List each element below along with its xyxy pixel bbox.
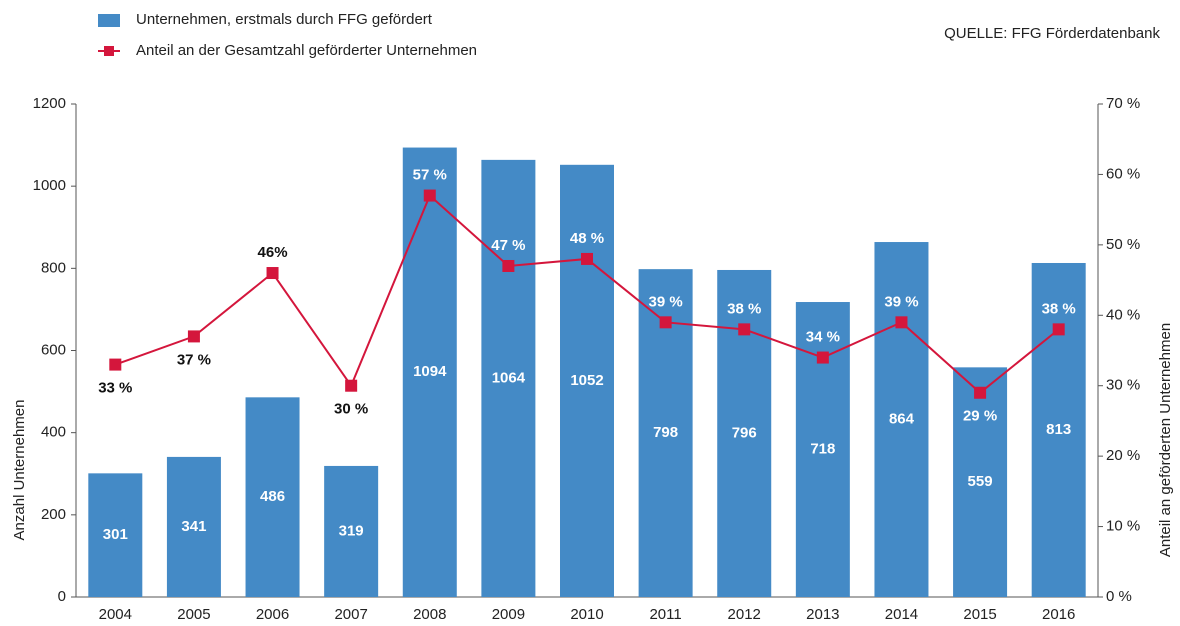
line-label: 33 %	[98, 380, 132, 397]
bar	[166, 456, 221, 597]
x-tick-label: 2005	[177, 606, 210, 623]
bar	[88, 473, 143, 597]
y2-tick-label: 40 %	[1106, 306, 1140, 323]
x-tick-label: 2012	[728, 606, 761, 623]
legend-label: Unternehmen, erstmals durch FFG geförder…	[136, 11, 433, 28]
line-label: 57 %	[413, 167, 447, 184]
line-marker	[266, 267, 279, 280]
bar-label: 319	[339, 522, 364, 539]
bar-label: 559	[968, 473, 993, 490]
line-label: 39 %	[884, 293, 918, 310]
line-marker	[345, 379, 358, 392]
y-axis-title: Anzahl Unternehmen	[11, 400, 28, 541]
y2-axis-title: Anteil an geförderten Unternehmen	[1157, 323, 1174, 557]
bar	[245, 397, 300, 597]
line-marker	[187, 330, 200, 343]
bar-label: 718	[810, 440, 835, 457]
bar-label: 1064	[492, 369, 526, 386]
bar-label: 1052	[570, 372, 603, 389]
y-tick-label: 200	[41, 506, 66, 523]
y2-tick-label: 20 %	[1106, 447, 1140, 464]
line-label: 48 %	[570, 230, 604, 247]
bar-label: 486	[260, 488, 285, 505]
y-tick-label: 400	[41, 424, 66, 441]
x-tick-label: 2014	[885, 606, 918, 623]
bar	[1031, 262, 1086, 597]
line-marker	[502, 259, 515, 272]
y-tick-label: 800	[41, 259, 66, 276]
bar	[874, 242, 929, 598]
y2-tick-label: 10 %	[1106, 518, 1140, 535]
line-label: 34 %	[806, 329, 840, 346]
line-marker	[581, 252, 593, 265]
line-marker	[1052, 323, 1065, 336]
line-marker	[816, 351, 829, 364]
bar-label: 864	[889, 410, 915, 427]
y2-tick-label: 70 %	[1106, 95, 1140, 112]
bar	[560, 164, 614, 597]
source: QUELLE: FFG Förderdatenbank	[944, 25, 1160, 42]
bar-label: 1094	[413, 363, 447, 380]
line-label: 37 %	[177, 351, 211, 368]
y-tick-label: 0	[58, 588, 66, 605]
bar-label: 796	[732, 424, 757, 441]
line-marker	[423, 189, 436, 202]
x-tick-label: 2016	[1042, 606, 1075, 623]
y2-tick-label: 60 %	[1106, 165, 1140, 182]
x-tick-label: 2007	[334, 606, 367, 623]
line-marker	[659, 316, 672, 329]
bar	[481, 159, 536, 597]
bar-label: 341	[181, 518, 206, 535]
legend-swatch	[98, 14, 120, 27]
y-tick-label: 1000	[33, 177, 66, 194]
x-tick-label: 2015	[963, 606, 996, 623]
y-tick-label: 600	[41, 341, 66, 358]
line-label: 38 %	[727, 300, 761, 317]
y-tick-label: 1200	[33, 95, 66, 112]
line-label: 46%	[258, 244, 288, 261]
line-label: 29 %	[963, 408, 997, 425]
line-marker	[895, 316, 908, 329]
legend-swatch	[104, 46, 114, 56]
x-tick-label: 2004	[99, 606, 132, 623]
x-tick-label: 2011	[649, 606, 681, 623]
bar	[953, 367, 1008, 597]
bar-label: 813	[1046, 421, 1071, 438]
line-marker	[109, 358, 122, 371]
legend-label: Anteil an der Gesamtzahl geförderter Unt…	[136, 42, 477, 59]
line-label: 39 %	[649, 293, 683, 310]
x-tick-label: 2008	[413, 606, 446, 623]
bar	[324, 465, 379, 597]
bar-label: 798	[653, 424, 678, 441]
x-tick-label: 2006	[256, 606, 289, 623]
x-tick-label: 2013	[806, 606, 839, 623]
y2-tick-label: 50 %	[1106, 236, 1140, 253]
x-tick-label: 2009	[492, 606, 525, 623]
line-label: 38 %	[1042, 300, 1076, 317]
y2-tick-label: 0 %	[1106, 588, 1132, 605]
line-marker	[974, 386, 987, 399]
line-marker	[738, 323, 751, 336]
line-label: 30 %	[334, 401, 368, 418]
x-tick-label: 2010	[570, 606, 603, 623]
y2-tick-label: 30 %	[1106, 377, 1140, 394]
bar-label: 301	[103, 526, 128, 543]
line-label: 47 %	[491, 237, 525, 254]
bar	[402, 147, 457, 597]
